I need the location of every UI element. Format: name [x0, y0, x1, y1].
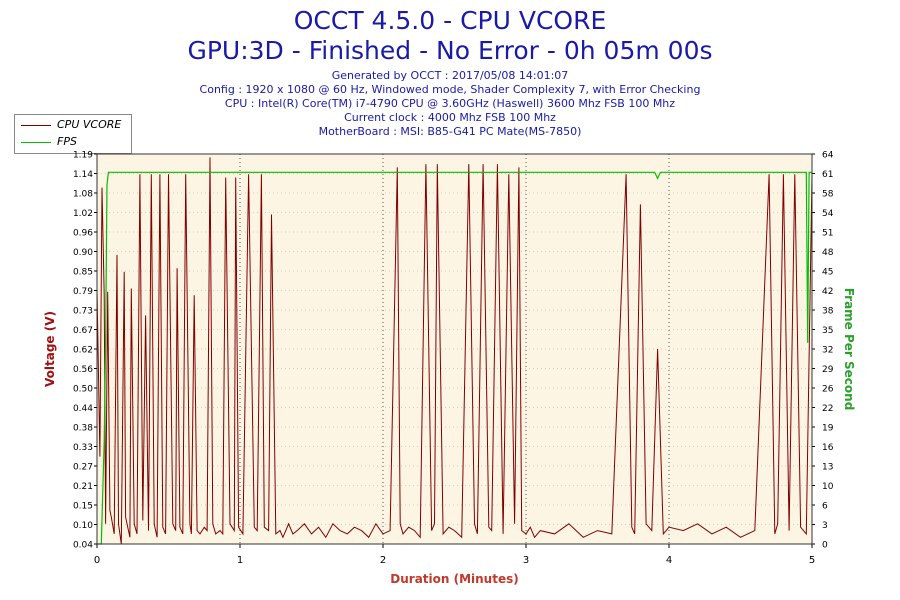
y-tick-label: 0.50	[73, 385, 93, 395]
y2-tick-label: 35	[822, 326, 833, 336]
y-axis-label: Voltage (V)	[43, 311, 57, 387]
y-tick-label: 0.96	[73, 229, 93, 239]
y2-tick-label: 19	[822, 424, 834, 434]
y2-tick-label: 58	[822, 190, 834, 200]
y-tick-label: 0.15	[73, 502, 93, 512]
x-axis-label: Duration (Minutes)	[390, 572, 518, 586]
y-tick-label: 0.56	[73, 365, 93, 375]
y-tick-label: 0.33	[73, 443, 93, 453]
y-tick-label: 0.67	[73, 326, 93, 336]
y-tick-label: 1.19	[73, 151, 93, 161]
y-tick-label: 0.90	[73, 248, 93, 258]
y-tick-label: 0.04	[73, 541, 93, 551]
info-clock: Current clock : 4000 Mhz FSB 100 Mhz	[344, 111, 556, 124]
y-tick-label: 1.14	[73, 170, 93, 180]
y2-tick-label: 0	[822, 541, 828, 551]
y2-tick-label: 48	[822, 248, 834, 258]
info-cpu: CPU : Intel(R) Core(TM) i7-4790 CPU @ 3.…	[224, 97, 676, 110]
y2-axis-label: Frame Per Second	[842, 288, 856, 411]
y2-tick-label: 61	[822, 170, 833, 180]
x-tick-label: 1	[237, 555, 243, 566]
x-tick-label: 0	[94, 555, 100, 566]
y-tick-label: 0.79	[73, 287, 93, 297]
y-tick-label: 0.73	[73, 307, 93, 317]
plot-border	[96, 153, 813, 545]
y2-tick-label: 38	[822, 307, 834, 317]
x-tick-label: 4	[666, 555, 672, 566]
plot-background	[97, 154, 812, 544]
y2-tick-label: 29	[822, 365, 834, 375]
x-tick-label: 3	[523, 555, 529, 566]
y2-tick-label: 42	[822, 287, 833, 297]
y-tick-label: 1.08	[73, 190, 93, 200]
chart-legend: CPU VCORE FPS	[14, 114, 132, 154]
y-tick-label: 0.38	[73, 424, 93, 434]
y2-tick-label: 10	[822, 482, 834, 492]
y-tick-label: 0.27	[73, 463, 93, 473]
y2-tick-label: 45	[822, 268, 833, 278]
y-tick-label: 1.02	[73, 209, 93, 219]
info-motherboard: MotherBoard : MSI: B85-G41 PC Mate(MS-78…	[318, 125, 582, 138]
y2-tick-label: 64	[822, 151, 834, 161]
chart-title: OCCT 4.5.0 - CPU VCORE	[293, 6, 607, 35]
legend-label-vcore: CPU VCORE	[57, 118, 122, 131]
legend-swatch-vcore	[21, 125, 51, 126]
legend-swatch-fps	[21, 142, 51, 143]
x-tick-label: 2	[380, 555, 386, 566]
y-tick-label: 0.21	[73, 482, 93, 492]
y2-tick-label: 3	[822, 521, 828, 531]
y2-tick-label: 54	[822, 209, 834, 219]
y-tick-label: 0.85	[73, 268, 93, 278]
info-config: Config : 1920 x 1080 @ 60 Hz, Windowed m…	[199, 83, 701, 96]
y-tick-label: 0.10	[73, 521, 93, 531]
y2-tick-label: 16	[822, 443, 834, 453]
legend-item-vcore: CPU VCORE	[15, 117, 131, 133]
fps-series-line	[97, 171, 812, 545]
y-tick-label: 0.62	[73, 346, 93, 356]
chart-subtitle: GPU:3D - Finished - No Error - 0h 05m 00…	[187, 36, 713, 65]
y2-tick-label: 6	[822, 502, 828, 512]
x-tick-label: 5	[809, 555, 815, 566]
y2-tick-label: 22	[822, 404, 833, 414]
y2-tick-label: 13	[822, 463, 833, 473]
vcore-series-line	[96, 157, 813, 545]
legend-label-fps: FPS	[57, 135, 77, 148]
legend-item-fps: FPS	[15, 134, 131, 150]
y2-tick-label: 26	[822, 385, 834, 395]
y2-tick-label: 32	[822, 346, 833, 356]
info-generated: Generated by OCCT : 2017/05/08 14:01:07	[331, 69, 569, 82]
y-tick-label: 0.44	[73, 404, 93, 414]
y2-tick-label: 51	[822, 229, 833, 239]
